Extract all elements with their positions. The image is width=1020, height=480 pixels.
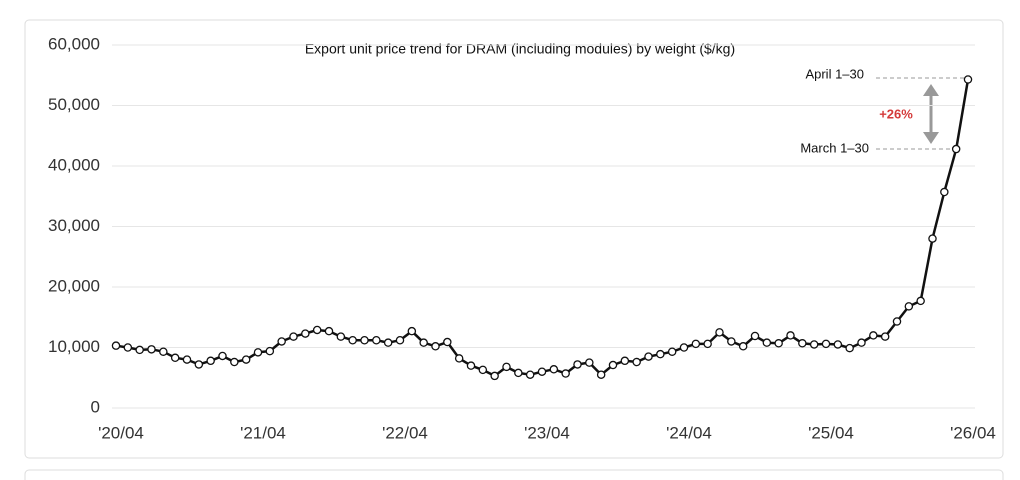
point [443, 337, 452, 347]
y-tick-label: 60,000 [48, 34, 100, 53]
point [951, 144, 961, 154]
x-tick-label: '26/04 [950, 423, 996, 442]
point [454, 354, 464, 363]
x-tick-label: '20/04 [98, 423, 144, 442]
y-tick-label: 10,000 [48, 337, 100, 356]
y-tick-label: 0 [91, 397, 100, 416]
point [880, 332, 890, 341]
annotation: +26% [879, 106, 913, 121]
point [703, 339, 712, 349]
point [715, 328, 724, 337]
point [514, 368, 523, 378]
point [182, 355, 192, 364]
point [904, 302, 914, 311]
point [490, 371, 499, 381]
point [762, 338, 772, 347]
point [656, 349, 665, 359]
next-panel [24, 469, 1004, 480]
point [265, 346, 275, 356]
x-tick-label: '25/04 [808, 423, 854, 442]
point [869, 331, 878, 340]
x-tick-label: '23/04 [524, 423, 570, 442]
point [312, 325, 322, 335]
point [857, 338, 866, 347]
point [395, 335, 405, 345]
point [679, 343, 689, 352]
point [431, 342, 440, 351]
point [892, 317, 902, 326]
x-tick-label: '21/04 [240, 423, 286, 442]
point [407, 326, 417, 336]
x-tick-label: '24/04 [666, 423, 712, 442]
point [845, 343, 854, 353]
point [667, 347, 677, 356]
point [348, 335, 357, 345]
point [360, 335, 369, 345]
point [372, 335, 381, 345]
point [277, 337, 286, 346]
point [301, 329, 310, 338]
chart-title: Export unit price trend for DRAM (includ… [305, 41, 735, 57]
y-tick-label: 50,000 [48, 95, 100, 114]
point [253, 348, 263, 357]
point [940, 187, 949, 197]
chart-frame [24, 19, 1004, 459]
point [324, 326, 334, 336]
point [159, 347, 168, 356]
point [916, 296, 925, 306]
point [561, 369, 570, 378]
point [809, 340, 819, 349]
annotation: March 1–30 [800, 140, 869, 155]
point [336, 332, 346, 341]
y-tick-label: 20,000 [48, 276, 100, 295]
point [798, 339, 807, 348]
point [218, 351, 227, 361]
arrow-head [923, 84, 939, 144]
annotation: April 1–30 [805, 66, 864, 81]
point [525, 370, 535, 379]
point [123, 343, 133, 352]
point [573, 360, 582, 369]
point [738, 342, 748, 351]
point [632, 357, 641, 367]
point [194, 360, 204, 369]
point [786, 331, 795, 340]
x-tick-label: '22/04 [382, 423, 428, 442]
point [466, 361, 476, 370]
point [147, 345, 156, 354]
point [170, 353, 180, 363]
point [241, 355, 251, 364]
point [750, 331, 760, 341]
point [691, 339, 701, 349]
point [963, 75, 973, 84]
point [774, 339, 783, 348]
point [206, 356, 215, 366]
point [478, 365, 488, 375]
point [644, 352, 653, 361]
point [502, 362, 511, 372]
point [596, 370, 606, 379]
point [419, 338, 428, 347]
point [620, 356, 630, 366]
point [727, 337, 736, 346]
point [608, 360, 618, 370]
y-tick-label: 30,000 [48, 216, 100, 235]
point [549, 365, 559, 374]
point [928, 234, 937, 243]
point [821, 339, 831, 349]
point [289, 332, 298, 341]
point [383, 338, 393, 347]
point [135, 345, 144, 355]
point [537, 367, 547, 376]
y-tick-label: 40,000 [48, 155, 100, 174]
point [230, 357, 239, 367]
point [833, 340, 843, 349]
point [585, 358, 594, 367]
point [111, 341, 121, 350]
